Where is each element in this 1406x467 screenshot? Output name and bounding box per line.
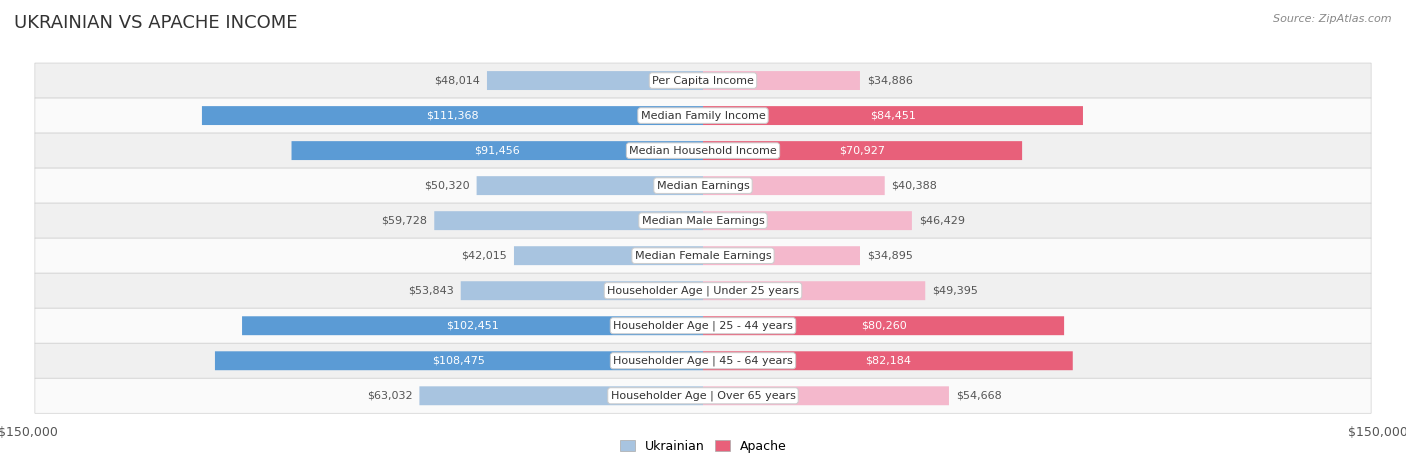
Text: $34,895: $34,895 <box>866 251 912 261</box>
Text: Median Male Earnings: Median Male Earnings <box>641 216 765 226</box>
FancyBboxPatch shape <box>703 71 860 90</box>
FancyBboxPatch shape <box>35 133 1371 168</box>
Text: $49,395: $49,395 <box>932 286 977 296</box>
FancyBboxPatch shape <box>35 203 1371 238</box>
Text: Per Capita Income: Per Capita Income <box>652 76 754 85</box>
Text: Median Earnings: Median Earnings <box>657 181 749 191</box>
FancyBboxPatch shape <box>35 168 1371 203</box>
FancyBboxPatch shape <box>703 211 912 230</box>
FancyBboxPatch shape <box>703 106 1083 125</box>
Text: $91,456: $91,456 <box>474 146 520 156</box>
Text: $48,014: $48,014 <box>434 76 481 85</box>
Text: $42,015: $42,015 <box>461 251 508 261</box>
Text: UKRAINIAN VS APACHE INCOME: UKRAINIAN VS APACHE INCOME <box>14 14 298 32</box>
Text: $84,451: $84,451 <box>870 111 915 120</box>
Text: $102,451: $102,451 <box>446 321 499 331</box>
Text: $50,320: $50,320 <box>425 181 470 191</box>
Text: Householder Age | 45 - 64 years: Householder Age | 45 - 64 years <box>613 355 793 366</box>
Text: Householder Age | 25 - 44 years: Householder Age | 25 - 44 years <box>613 320 793 331</box>
FancyBboxPatch shape <box>291 141 703 160</box>
FancyBboxPatch shape <box>35 98 1371 133</box>
Legend: Ukrainian, Apache: Ukrainian, Apache <box>614 435 792 458</box>
Text: Householder Age | Over 65 years: Householder Age | Over 65 years <box>610 390 796 401</box>
FancyBboxPatch shape <box>35 308 1371 343</box>
FancyBboxPatch shape <box>703 176 884 195</box>
FancyBboxPatch shape <box>35 63 1371 98</box>
Text: $108,475: $108,475 <box>433 356 485 366</box>
FancyBboxPatch shape <box>35 238 1371 273</box>
Text: $40,388: $40,388 <box>891 181 938 191</box>
Text: $54,668: $54,668 <box>956 391 1001 401</box>
FancyBboxPatch shape <box>703 246 860 265</box>
FancyBboxPatch shape <box>703 316 1064 335</box>
Text: $63,032: $63,032 <box>367 391 412 401</box>
FancyBboxPatch shape <box>703 351 1073 370</box>
FancyBboxPatch shape <box>461 281 703 300</box>
FancyBboxPatch shape <box>35 343 1371 378</box>
FancyBboxPatch shape <box>35 273 1371 308</box>
FancyBboxPatch shape <box>703 386 949 405</box>
Text: $80,260: $80,260 <box>860 321 907 331</box>
Text: Median Female Earnings: Median Female Earnings <box>634 251 772 261</box>
Text: Median Household Income: Median Household Income <box>628 146 778 156</box>
Text: $82,184: $82,184 <box>865 356 911 366</box>
Text: $46,429: $46,429 <box>918 216 965 226</box>
Text: $59,728: $59,728 <box>381 216 427 226</box>
FancyBboxPatch shape <box>434 211 703 230</box>
FancyBboxPatch shape <box>703 281 925 300</box>
FancyBboxPatch shape <box>419 386 703 405</box>
FancyBboxPatch shape <box>486 71 703 90</box>
Text: $34,886: $34,886 <box>866 76 912 85</box>
Text: $70,927: $70,927 <box>839 146 886 156</box>
FancyBboxPatch shape <box>477 176 703 195</box>
FancyBboxPatch shape <box>515 246 703 265</box>
Text: Median Family Income: Median Family Income <box>641 111 765 120</box>
FancyBboxPatch shape <box>202 106 703 125</box>
Text: Householder Age | Under 25 years: Householder Age | Under 25 years <box>607 285 799 296</box>
FancyBboxPatch shape <box>35 378 1371 413</box>
Text: $111,368: $111,368 <box>426 111 479 120</box>
Text: Source: ZipAtlas.com: Source: ZipAtlas.com <box>1274 14 1392 24</box>
FancyBboxPatch shape <box>703 141 1022 160</box>
Text: $53,843: $53,843 <box>408 286 454 296</box>
FancyBboxPatch shape <box>215 351 703 370</box>
FancyBboxPatch shape <box>242 316 703 335</box>
